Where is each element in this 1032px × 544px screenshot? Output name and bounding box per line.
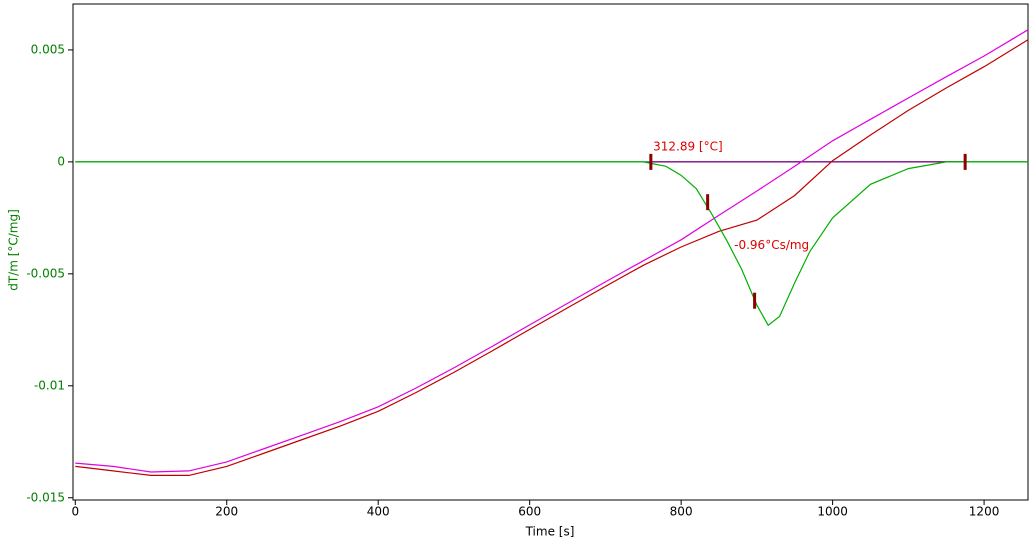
y-tick-label: 0.005 [31,42,65,56]
y-tick-label: -0.01 [34,378,65,392]
x-tick-label: 0 [71,505,79,519]
y-tick-label: -0.015 [26,490,65,504]
annotation: 312.89 [°C] [653,139,723,153]
series-line [75,29,1029,473]
y-tick-label: 0 [57,154,65,168]
x-tick-label: 600 [518,505,541,519]
series-line [75,39,1029,476]
y-axis-label: dT/m [°C/mg] [7,209,21,291]
x-tick-label: 1000 [817,505,848,519]
plot-frame [72,3,1029,501]
marker [649,153,653,170]
marker [963,153,967,170]
x-tick-label: 800 [670,505,693,519]
marker [706,194,710,211]
marker [753,292,757,309]
series-line [75,161,1028,327]
x-tick-label: 200 [215,505,238,519]
x-tick-label: 400 [367,505,390,519]
x-axis-label: Time [s] [525,525,575,539]
x-tick-label: 1200 [969,505,1000,519]
annotation: -0.96°Cs/mg [734,238,809,252]
y-tick-label: -0.005 [26,266,65,280]
